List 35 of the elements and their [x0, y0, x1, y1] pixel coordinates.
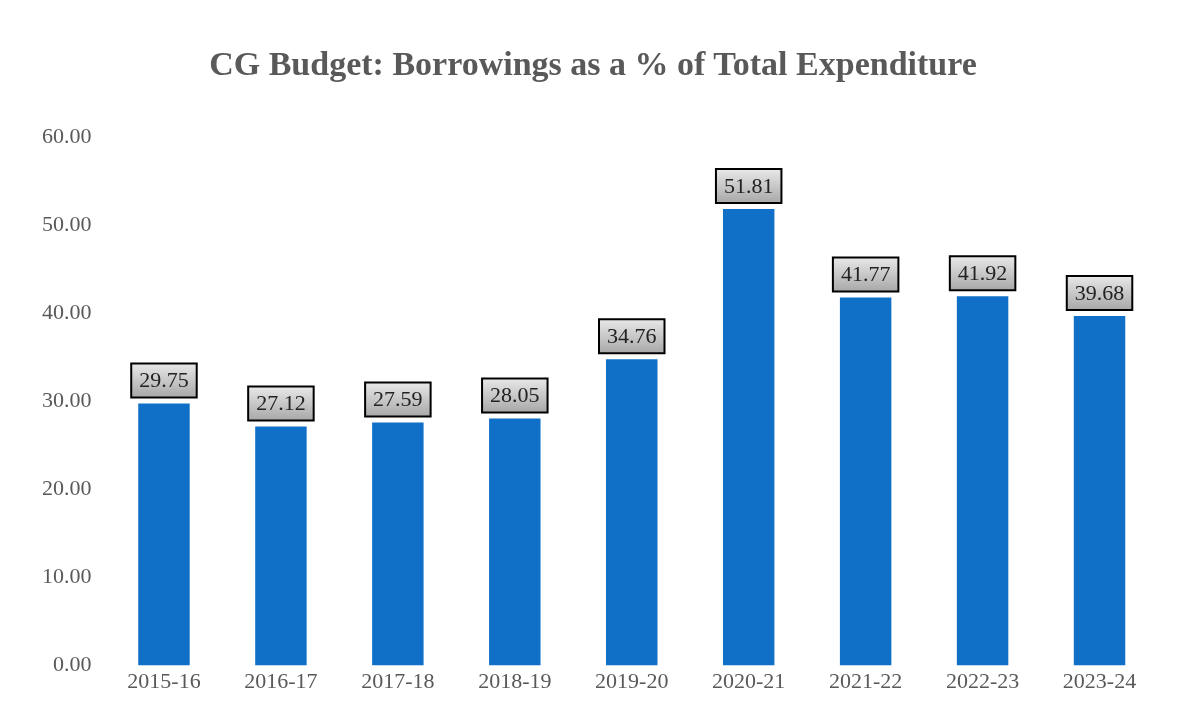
x-tick-label: 2023-24 — [1062, 667, 1137, 693]
data-label: 29.75 — [139, 367, 189, 393]
data-label: 51.81 — [723, 172, 774, 198]
x-tick-label: 2017-18 — [361, 667, 435, 693]
data-label: 34.76 — [607, 323, 657, 349]
bar — [138, 403, 190, 666]
y-tick-label: 30.00 — [42, 386, 92, 412]
data-label: 41.92 — [957, 259, 1008, 285]
data-label: 27.59 — [373, 386, 423, 412]
bar — [489, 418, 541, 666]
bar — [1073, 315, 1126, 666]
y-tick-label: 60.00 — [42, 122, 92, 148]
x-tick-label: 2015-16 — [127, 667, 201, 693]
y-tick-label: 0.00 — [53, 651, 92, 677]
data-label: 41.77 — [840, 261, 891, 287]
data-label: 28.05 — [490, 382, 540, 408]
x-tick-label: 2016-17 — [244, 667, 318, 693]
x-tick-label: 2019-20 — [595, 667, 669, 693]
y-tick-label: 40.00 — [42, 298, 92, 324]
x-tick-label: 2022-23 — [945, 667, 1020, 693]
bar — [956, 296, 1009, 666]
x-tick-label: 2020-21 — [712, 667, 786, 693]
bar — [255, 426, 307, 666]
y-tick-label: 10.00 — [42, 563, 92, 589]
bar — [839, 297, 892, 666]
x-tick-label: 2021-22 — [828, 667, 903, 693]
bar — [372, 422, 424, 666]
y-tick-label: 50.00 — [42, 210, 92, 236]
chart-title: CG Budget: Borrowings as a % of Total Expenditure — [209, 45, 977, 83]
x-tick-label: 2018-19 — [478, 667, 552, 693]
bar — [722, 208, 775, 666]
data-label: 39.68 — [1074, 279, 1125, 305]
bar — [606, 359, 658, 666]
data-label: 27.12 — [256, 390, 306, 416]
y-tick-label: 20.00 — [42, 475, 92, 501]
